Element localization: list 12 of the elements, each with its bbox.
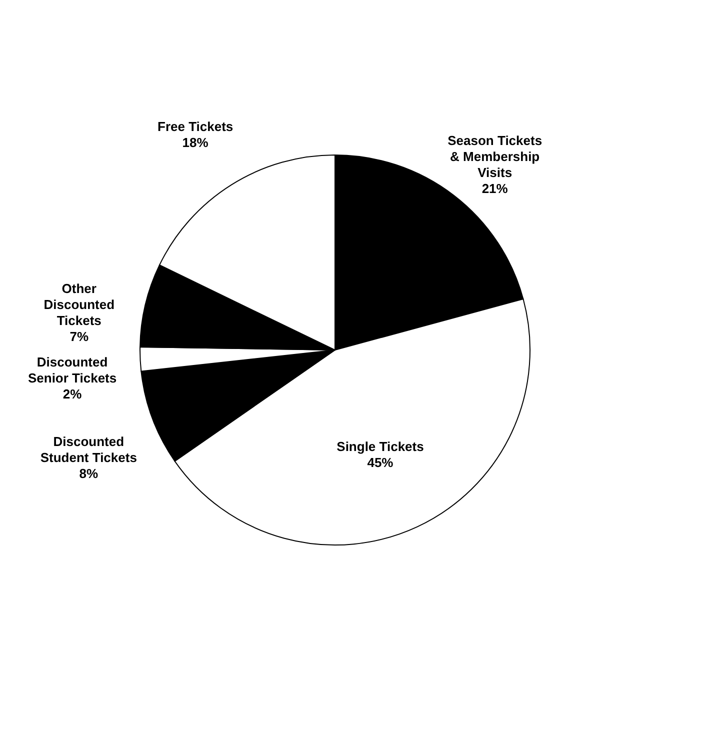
data-label: 18% xyxy=(182,135,209,150)
slice-label: Discounted Senior Tickets xyxy=(28,354,117,386)
data-label: 2% xyxy=(62,386,82,402)
slice-label: Free Tickets xyxy=(158,119,234,134)
slice-label: Discounted Student Tickets xyxy=(40,434,137,466)
data-label: 45% xyxy=(367,455,394,470)
data-label: 7% xyxy=(70,329,89,344)
slice-label: Other Discounted Tickets xyxy=(44,281,115,328)
data-label: 8% xyxy=(79,466,98,482)
slice-label: Single Tickets xyxy=(336,439,424,454)
slice-label: Season Tickets & Membership Visits xyxy=(448,133,542,180)
data-label: 21% xyxy=(482,181,508,196)
